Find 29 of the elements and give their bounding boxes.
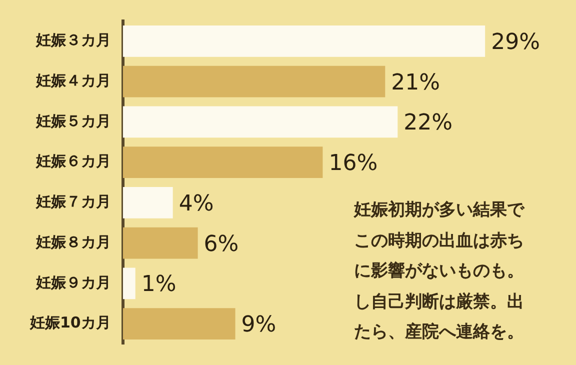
annotation: 妊娠初期が多い結果で bbox=[354, 199, 524, 222]
bar bbox=[122, 186, 173, 218]
data-label: 16% bbox=[328, 151, 378, 176]
bar bbox=[122, 106, 398, 138]
bar bbox=[122, 146, 323, 178]
data-label: 4% bbox=[178, 191, 214, 216]
bar bbox=[122, 66, 386, 98]
y-tick-label: 妊娠６カ月 bbox=[34, 152, 111, 170]
y-tick-label: 妊娠７カ月 bbox=[34, 192, 111, 211]
annotation: たら、産院へ連絡を。 bbox=[354, 321, 524, 344]
bar bbox=[122, 227, 198, 259]
bar bbox=[122, 308, 236, 340]
data-label: 21% bbox=[391, 70, 440, 96]
y-tick-label: 妊娠５カ月 bbox=[34, 112, 111, 130]
y-tick-label: 妊娠３カ月 bbox=[34, 31, 111, 50]
data-label: 6% bbox=[204, 232, 239, 257]
y-tick-label: 妊娠４カ月 bbox=[34, 71, 111, 90]
y-tick-label: 妊娠８カ月 bbox=[34, 232, 111, 251]
annotation: し自己判断は厳禁。出 bbox=[354, 290, 524, 314]
data-label: 29% bbox=[491, 30, 540, 55]
annotation: に影響がないものも。 bbox=[354, 260, 524, 283]
annotation: この時期の出血は赤ち bbox=[354, 230, 524, 252]
bar bbox=[122, 268, 136, 300]
bar bbox=[122, 25, 486, 57]
y-tick-label: 妊娠９カ月 bbox=[34, 273, 111, 292]
data-label: 9% bbox=[241, 312, 276, 338]
y-tick-label: 妊娠10カ月 bbox=[29, 314, 111, 332]
data-label: 1% bbox=[141, 272, 176, 298]
data-label: 22% bbox=[404, 110, 453, 136]
